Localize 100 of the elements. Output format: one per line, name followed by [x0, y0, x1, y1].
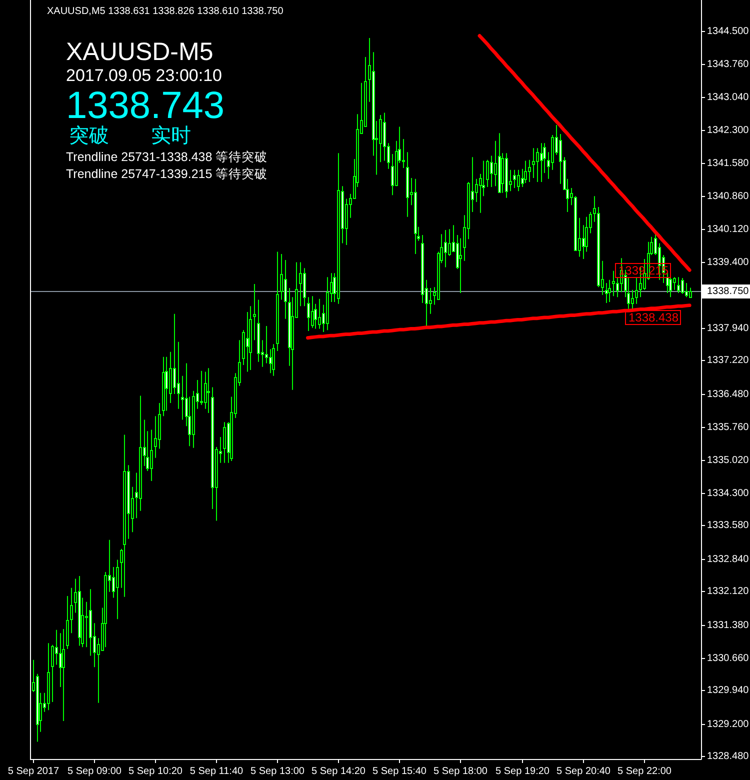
- x-tick-label: 5 Sep 2017: [8, 766, 60, 777]
- y-tick-label: 1337.940: [707, 323, 750, 334]
- y-tick-label: 1342.300: [707, 125, 750, 136]
- candlestick: [223, 422, 226, 464]
- candlestick: [204, 371, 207, 410]
- candlestick: [429, 288, 432, 314]
- candlestick: [303, 268, 306, 307]
- candlestick: [307, 296, 310, 332]
- y-tick-label: 1337.220: [707, 355, 750, 366]
- y-tick-label: 1330.660: [707, 653, 750, 664]
- annotation: Trendline 25747-1339.215 等待突破: [66, 167, 268, 181]
- candlestick: [177, 341, 180, 410]
- candlestick: [631, 289, 634, 310]
- x-tick-label: 5 Sep 14:20: [312, 766, 366, 777]
- candlestick: [269, 348, 272, 374]
- candlestick: [383, 112, 386, 162]
- candlestick: [540, 142, 543, 183]
- text: XAUUSD-M5: [66, 38, 214, 66]
- candlestick: [677, 276, 680, 294]
- candlestick: [154, 416, 157, 458]
- candlestick: [673, 276, 676, 290]
- candlestick: [379, 114, 382, 163]
- candlestick: [391, 153, 394, 196]
- candlestick: [173, 313, 176, 394]
- candlestick: [200, 370, 203, 406]
- candlestick: [681, 278, 684, 294]
- candlestick: [689, 287, 692, 298]
- candlestick: [513, 169, 516, 188]
- candlestick: [532, 148, 535, 178]
- candlestick: [265, 326, 268, 364]
- y-tick-label: 1329.200: [707, 719, 750, 730]
- x-tick-label: 5 Sep 10:20: [128, 766, 183, 777]
- candlestick: [582, 224, 585, 260]
- x-tick-label: 5 Sep 18:00: [434, 766, 488, 777]
- candlestick: [207, 368, 210, 414]
- candlestick: [246, 312, 249, 372]
- candlestick: [605, 282, 608, 304]
- y-tick-label: 1333.580: [707, 520, 750, 531]
- candlestick: [318, 298, 321, 330]
- candlestick: [490, 155, 493, 188]
- candlestick: [635, 276, 638, 304]
- candlestick: [311, 296, 314, 328]
- annotation: XAUUSD,M5 1338.631 1338.826 1338.610 1338.750: [47, 6, 284, 17]
- annotation: 1338.438: [628, 310, 679, 324]
- candlestick: [85, 601, 88, 648]
- candlestick: [402, 138, 405, 169]
- candlestick: [70, 587, 73, 634]
- candlestick: [475, 178, 478, 202]
- y-tick-label: 1334.300: [707, 488, 750, 499]
- y-tick-label: 1339.400: [707, 257, 750, 268]
- candlestick: [284, 259, 287, 320]
- y-tick-label: 1335.020: [707, 455, 750, 466]
- x-tick-label: 5 Sep 11:40: [190, 766, 244, 777]
- candlestick: [528, 159, 531, 183]
- candlestick: [280, 254, 283, 300]
- x-tick-label: 5 Sep 22:00: [618, 766, 672, 777]
- candlestick: [272, 344, 275, 376]
- candlestick: [669, 276, 672, 298]
- annotation: Trendline 25731-1338.438 等待突破: [66, 150, 268, 164]
- y-tick-label: 1332.840: [707, 554, 750, 565]
- y-tick-label: 1340.120: [707, 224, 750, 235]
- y-tick-label: 1341.580: [707, 158, 750, 169]
- y-tick-label: 1336.480: [707, 389, 750, 400]
- line-series: [306, 304, 692, 340]
- candlestick: [524, 160, 527, 184]
- x-tick-label: 5 Sep 15:40: [372, 766, 427, 777]
- x-tick-label: 5 Sep 19:20: [496, 766, 550, 777]
- y-tick-label: 1328.480: [707, 751, 750, 762]
- ref-line-label: 1338.750: [707, 286, 750, 297]
- annotation: 突破: [69, 125, 109, 147]
- candlestick: [181, 375, 184, 420]
- candlestick: [608, 279, 611, 303]
- y-tick-label: 1331.380: [707, 620, 750, 631]
- y-tick-label: 1344.500: [707, 26, 750, 37]
- y-tick-label: 1332.120: [707, 586, 750, 597]
- candlestick: [685, 282, 688, 298]
- candlestick: [517, 169, 520, 192]
- candlestick: [448, 228, 451, 256]
- candlestick: [486, 159, 489, 188]
- y-tick-label: 1343.040: [707, 92, 750, 103]
- x-tick-label: 5 Sep 13:00: [250, 766, 305, 777]
- annotation: 实时: [151, 125, 191, 147]
- candlestick: [59, 632, 62, 688]
- text: 2017.09.05 23:00:10: [66, 66, 222, 85]
- candlestick: [51, 644, 54, 702]
- candlestick: [459, 238, 462, 294]
- candlestick: [612, 270, 615, 297]
- y-tick-label: 1329.940: [707, 685, 750, 696]
- candlestick: [299, 262, 302, 307]
- y-tick-label: 1343.760: [707, 59, 750, 70]
- candlestick: [112, 566, 115, 598]
- candlestick: [150, 429, 153, 482]
- x-tick-label: 5 Sep 09:00: [68, 766, 122, 777]
- candlestick: [444, 230, 447, 268]
- candlestick: [62, 628, 65, 722]
- y-tick-label: 1340.860: [707, 191, 750, 202]
- x-tick-label: 5 Sep 20:40: [556, 766, 611, 777]
- candlestick: [666, 272, 669, 294]
- candlestick: [536, 148, 539, 183]
- candlestick: [55, 629, 58, 666]
